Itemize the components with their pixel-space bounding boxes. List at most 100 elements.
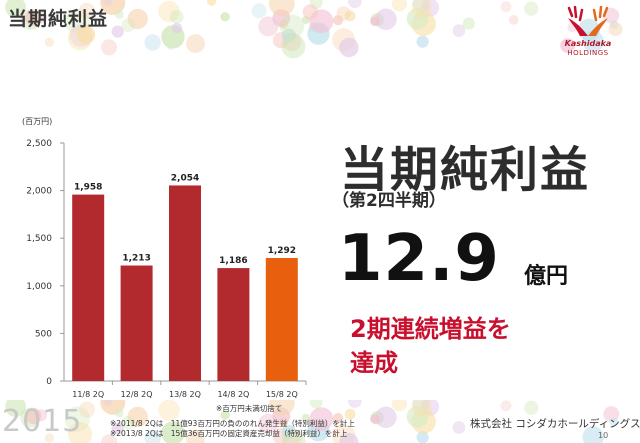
decor-dot <box>169 10 184 24</box>
decor-dot <box>391 0 407 12</box>
bar-12-8-2Q <box>120 265 153 381</box>
bar-value-label: 1,213 <box>122 254 150 264</box>
y-tick-label: 2,500 <box>26 139 52 149</box>
highlight-message: 2期連続増益を 達成 <box>350 312 511 380</box>
decor-dot <box>127 406 148 428</box>
decor-dot <box>121 18 135 33</box>
decor-dot <box>452 24 466 38</box>
decor-dot <box>44 37 55 47</box>
top-dot-band <box>5 0 623 59</box>
decor-dot <box>406 406 429 428</box>
decor-dot <box>76 25 96 44</box>
decor-dot <box>309 400 323 409</box>
decor-dot <box>609 20 619 30</box>
logo-sub: HOLDINGS <box>567 49 609 57</box>
net-income-value: 12.9 <box>338 222 500 296</box>
decor-dot <box>220 410 230 420</box>
decor-dot <box>186 34 205 53</box>
decor-dot <box>251 3 267 19</box>
decor-dot <box>603 406 620 422</box>
decor-dot <box>44 433 55 443</box>
logo-brand: Kashidaka <box>564 39 612 48</box>
decor-dot <box>524 400 539 415</box>
highlight-line-2: 達成 <box>350 349 398 377</box>
y-tick-label: 0 <box>46 377 52 387</box>
decor-dot <box>5 0 26 18</box>
decor-dot <box>452 421 466 434</box>
decor-dot <box>68 422 93 443</box>
net-income-unit: 億円 <box>524 264 569 289</box>
decor-dot <box>103 400 113 407</box>
decor-dot <box>608 22 623 37</box>
bar-14-8-2Q <box>217 268 250 381</box>
decor-dot <box>500 1 512 13</box>
decor-dot <box>500 400 512 412</box>
hands-icon <box>567 5 609 36</box>
decor-dot <box>144 34 161 51</box>
decor-dot <box>115 10 124 19</box>
bar-value-label: 2,054 <box>171 173 199 183</box>
decor-dot <box>309 407 334 431</box>
decor-dot <box>78 401 96 418</box>
x-tick-label: 13/8 2Q <box>169 390 201 399</box>
decor-dot <box>111 422 124 435</box>
decor-dot <box>269 400 295 416</box>
decor-dot <box>127 8 148 30</box>
decor-dot <box>269 0 295 17</box>
decor-dot <box>348 0 362 9</box>
company-name: 株式会社 コシダカホールディングス <box>470 418 640 430</box>
decor-dot <box>344 408 356 420</box>
decor-dot <box>370 16 380 27</box>
company-logo: Kashidaka HOLDINGS <box>542 5 634 62</box>
bar-value-label: 1,186 <box>219 256 247 266</box>
year-watermark: 2015 <box>2 404 83 439</box>
y-unit-label: (百万円) <box>22 117 52 126</box>
decor-dot <box>24 9 42 26</box>
x-tick-label: 14/8 2Q <box>217 390 249 399</box>
decor-dot <box>144 429 161 443</box>
decor-dot <box>101 39 117 56</box>
decor-dot <box>406 7 429 30</box>
decor-dot <box>220 12 230 22</box>
footnote-2: ※2013/8 2Qは 15億36百万円の固定資産売却益（特別利益）を計上 <box>110 429 348 438</box>
decor-dot <box>186 429 205 443</box>
decor-dot <box>462 17 475 30</box>
y-tick-label: 2,000 <box>26 187 52 197</box>
decor-dot <box>302 4 318 20</box>
main-subtitle: （第2四半期） <box>332 191 446 211</box>
decor-dot <box>391 400 407 412</box>
decor-dot <box>332 15 344 26</box>
decor-dot <box>416 35 429 48</box>
decor-dot <box>166 41 175 51</box>
decor-dot <box>301 413 310 422</box>
decor-dot <box>411 0 432 18</box>
x-tick-label: 11/8 2Q <box>72 390 104 399</box>
decor-dot <box>24 407 42 425</box>
bar-value-label: 1,958 <box>74 183 102 193</box>
header-title: 当期純利益 <box>8 8 109 30</box>
decor-dot <box>158 0 180 23</box>
decor-dot <box>121 415 135 430</box>
footnote-1: ※2011/8 2Qは 11億93百万円の負ののれん発生益（特別利益）を計上 <box>110 419 355 428</box>
decor-dot <box>609 417 619 427</box>
decor-dot <box>158 400 180 421</box>
decor-dot <box>5 400 26 417</box>
x-tick-label: 12/8 2Q <box>121 390 153 399</box>
decor-dot <box>281 34 306 59</box>
decor-dot <box>115 408 124 418</box>
decor-dot <box>339 37 359 58</box>
main-title: 当期純利益 <box>340 142 591 198</box>
decor-dot <box>281 429 306 443</box>
y-tick-label: 500 <box>35 329 52 339</box>
bar-value-label: 1,292 <box>268 246 296 256</box>
decor-dot <box>101 434 117 443</box>
decor-dot <box>582 426 604 443</box>
decor-dot <box>375 406 397 429</box>
rounding-note: ※百万円未満切捨て <box>216 404 283 413</box>
decor-dot <box>508 14 519 25</box>
bar-13-8-2Q <box>169 185 201 381</box>
decor-dot <box>370 414 380 424</box>
decor-dot <box>103 0 113 7</box>
decor-dot <box>375 8 397 31</box>
